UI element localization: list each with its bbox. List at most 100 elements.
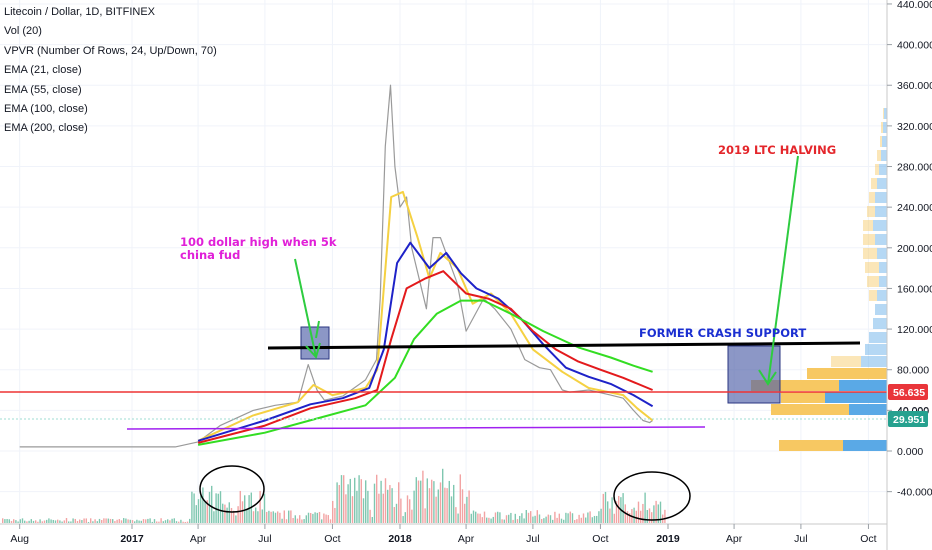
vpvr-bar-up xyxy=(875,304,887,315)
vpvr-bar-down xyxy=(881,122,883,133)
volume-bar xyxy=(151,521,153,523)
volume-bar xyxy=(393,507,395,523)
volume-bar xyxy=(422,470,424,523)
volume-bar xyxy=(303,519,305,523)
volume-bar xyxy=(171,518,173,523)
annotation-china-fud[interactable]: 100 dollar high when 5k china fud xyxy=(180,235,337,262)
vpvr-bar-up xyxy=(875,192,887,203)
volume-bar xyxy=(158,521,160,523)
volume-bar xyxy=(602,493,604,523)
volume-bar xyxy=(266,511,268,523)
volume-bar xyxy=(294,515,296,523)
volume-bar xyxy=(145,519,147,523)
volume-bar xyxy=(81,520,83,523)
volume-bar xyxy=(272,511,274,523)
legend-indicator-vpvr[interactable]: VPVR (Number Of Rows, 24, Up/Down, 70) xyxy=(4,44,217,57)
volume-bar xyxy=(472,510,475,523)
legend-indicator-ema21[interactable]: EMA (21, close) xyxy=(4,64,82,77)
volume-bar xyxy=(435,496,437,523)
volume-bar xyxy=(261,509,263,523)
volume-bar xyxy=(475,511,477,523)
legend-indicator-volume[interactable]: Vol (20) xyxy=(4,25,42,38)
volume-bar xyxy=(558,513,560,523)
volume-bar xyxy=(560,518,563,523)
volume-bar xyxy=(545,516,547,523)
volume-bar xyxy=(169,520,171,523)
vpvr-bar-up xyxy=(879,262,887,273)
volume-bar xyxy=(74,518,76,523)
volume-bar xyxy=(277,511,279,523)
volume-bar xyxy=(431,479,433,523)
volume-bar xyxy=(644,492,646,523)
vpvr-bar-up xyxy=(861,356,887,367)
volume-profile xyxy=(751,108,887,451)
x-tick-label: Apr xyxy=(458,533,475,545)
x-axis[interactable]: Aug 2017 Apr Jul Oct 2018 Apr Jul Oct 2019 Apr Jul O… xyxy=(10,524,877,545)
volume-bar xyxy=(178,521,180,523)
volume-bar xyxy=(288,510,290,523)
y-axis[interactable]: 440.000 400.000 360.000 320.000 280.000 240.0… xyxy=(887,0,932,499)
volume-bar xyxy=(494,512,497,523)
volume-bar xyxy=(96,521,98,523)
volume-bar xyxy=(186,521,189,523)
volume-bar xyxy=(437,489,439,523)
volume-bar xyxy=(508,514,510,523)
legend-indicator-ema100[interactable]: EMA (100, close) xyxy=(4,103,88,116)
volume-bar xyxy=(191,491,193,523)
volume-bar xyxy=(543,518,545,523)
volume-bar xyxy=(534,515,536,523)
legend-indicator-ema200[interactable]: EMA (200, close) xyxy=(4,122,88,135)
volume-bar xyxy=(378,493,380,523)
y-tick-label: 200.000 xyxy=(897,243,932,255)
volume-bar xyxy=(455,507,457,523)
x-tick-label: Oct xyxy=(324,533,340,545)
volume-bar xyxy=(365,480,367,523)
volume-bar xyxy=(433,481,435,523)
volume-bar xyxy=(156,521,158,523)
volume-bar xyxy=(224,504,226,523)
ema-line-21 xyxy=(197,190,654,442)
vpvr-bar-down xyxy=(880,136,882,147)
low-support-line[interactable] xyxy=(126,426,706,430)
volume-bar xyxy=(8,519,10,523)
volume-bar xyxy=(541,518,543,523)
volume-bar xyxy=(138,520,140,523)
volume-bar xyxy=(79,519,81,523)
volume-bar xyxy=(103,518,105,523)
volume-bar xyxy=(52,519,54,523)
volume-bar xyxy=(30,519,32,523)
volume-bar xyxy=(241,501,244,523)
volume-bar xyxy=(32,520,35,523)
volume-bar xyxy=(206,500,208,523)
volume-bar xyxy=(215,493,217,523)
vpvr-bar-down xyxy=(875,164,879,175)
y-tick-label: -40.000 xyxy=(897,487,932,499)
volume-bar xyxy=(41,521,43,523)
volume-bar xyxy=(525,510,527,523)
volume-bar xyxy=(613,513,615,523)
volume-bar xyxy=(609,508,611,523)
annotation-halving[interactable]: 2019 LTC HALVING xyxy=(718,143,837,157)
legend-indicator-ema55[interactable]: EMA (55, close) xyxy=(4,83,82,96)
legend-title[interactable]: Litecoin / Dollar, 1D, BITFINEX xyxy=(4,6,155,18)
volume-bar xyxy=(519,515,521,523)
volume-bar xyxy=(160,518,162,523)
volume-bar xyxy=(358,475,360,523)
volume-bar xyxy=(136,519,138,523)
volume-bar xyxy=(237,506,239,523)
volume-bar xyxy=(499,512,501,523)
volume-bar xyxy=(417,480,420,523)
volume-bar xyxy=(118,519,120,523)
volume-bar xyxy=(21,518,24,523)
volume-bar xyxy=(343,475,345,523)
volume-bar xyxy=(629,513,631,523)
volume-bar xyxy=(391,488,393,523)
volume-bar xyxy=(195,505,197,523)
annotation-former-crash-support[interactable]: FORMER CRASH SUPPORT xyxy=(639,326,807,340)
former-crash-support-line[interactable] xyxy=(267,341,861,350)
volume-bar xyxy=(109,518,112,523)
volume-bar xyxy=(13,519,15,523)
volume-bar xyxy=(50,519,52,523)
volume-bar xyxy=(615,501,618,523)
